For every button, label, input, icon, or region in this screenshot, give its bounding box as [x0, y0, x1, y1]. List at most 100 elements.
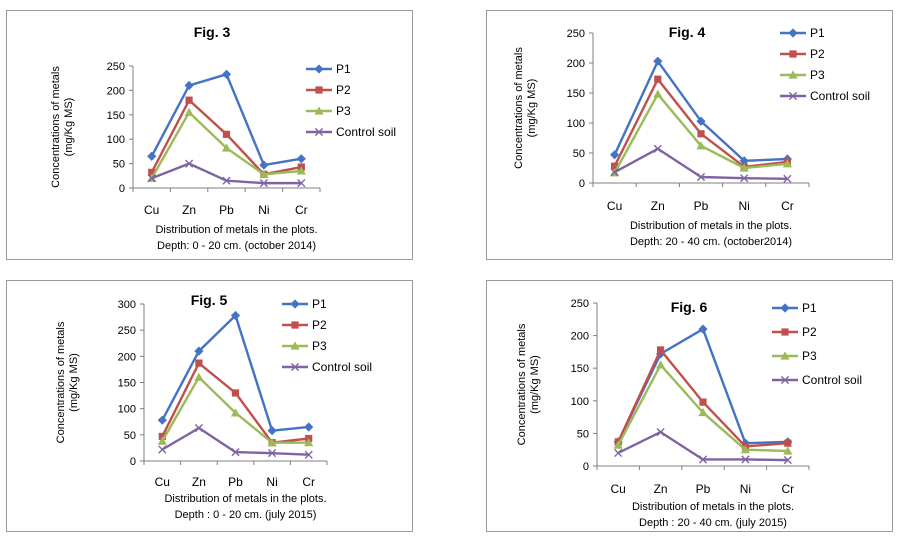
legend-item-p3: P3: [306, 104, 351, 118]
legend-label: P2: [810, 47, 825, 61]
data-point-control-soil-ni: [268, 449, 277, 458]
data-point-control-soil-zn: [194, 423, 203, 433]
data-point-control-soil-ni: [740, 174, 749, 183]
series-control-soil: [614, 428, 792, 465]
legend-marker: [314, 64, 324, 74]
x-tick-label-cu: Cu: [611, 482, 626, 496]
chart-panel-fig3: Fig. 3 0 50 100 150 200 250 Cu Zn Pb Ni Cr Concentra…: [6, 10, 413, 260]
y-tick-label: 0: [130, 456, 136, 468]
data-point-p3-cu: [157, 436, 167, 445]
x-axis-title: Distribution of metals in the plots.: [164, 493, 326, 505]
chart-title: Fig. 5: [191, 292, 228, 308]
data-point-p3-cr: [304, 438, 314, 447]
data-point-control-soil-zn: [185, 159, 194, 168]
data-point-control-soil-cu: [158, 445, 167, 454]
data-point-p2-pb: [699, 398, 707, 406]
data-point-p3-pb: [230, 408, 241, 417]
data-point-p3-zn: [194, 372, 204, 381]
data-point-control-soil-pb: [222, 176, 231, 185]
data-point-p3-zn: [656, 360, 666, 369]
legend-marker: [788, 28, 798, 38]
legend-item-control-soil: Control soil: [306, 125, 396, 139]
data-point-p3-ni: [267, 438, 277, 447]
y-tick-label: 200: [571, 331, 589, 343]
legend-item-p3: P3: [282, 339, 327, 353]
x-tick-label-cr: Cr: [295, 203, 308, 217]
legend-label: Control soil: [312, 360, 372, 374]
data-point-p3-cr: [783, 446, 793, 455]
chart-panel-fig4: Fig. 4 0 50 100 150 200 250 Cu Zn Pb Ni Cr Concentra…: [486, 10, 893, 260]
legend-marker: [788, 70, 798, 79]
y-tick-label: 150: [118, 378, 136, 390]
x-tick-label-zn: Zn: [182, 203, 196, 217]
legend-marker: [788, 91, 798, 101]
y-tick-label: 250: [567, 28, 585, 40]
legend-marker: [291, 321, 299, 329]
data-point-control-soil-pb: [698, 455, 708, 464]
chart-svg: Fig. 6 0 50 100 150 200 250 Cu Zn Pb Ni Cr Concentra…: [516, 298, 862, 529]
legend-item-p1: P1: [772, 301, 817, 315]
data-point-control-soil-cu: [147, 174, 156, 183]
series-p1: [613, 324, 793, 448]
data-point-control-soil-cu: [610, 168, 619, 177]
legend-label: Control soil: [336, 125, 396, 139]
y-tick-label: 50: [113, 159, 125, 171]
series-control-soil: [158, 423, 313, 459]
x-tick-label-cr: Cr: [302, 475, 315, 489]
series-p3: [610, 89, 792, 177]
y-tick-label: 50: [573, 148, 585, 160]
data-point-p2-cr: [784, 439, 792, 447]
x-tick-label-ni: Ni: [739, 199, 750, 213]
data-point-p1-cr: [296, 154, 306, 164]
series-p1: [610, 56, 792, 166]
x-tick-label-pb: Pb: [696, 482, 711, 496]
x-tick-label-cr: Cr: [781, 482, 794, 496]
legend-label: P1: [802, 301, 817, 315]
legend-marker: [780, 351, 790, 360]
series-p1: [147, 69, 306, 170]
data-point-p3-pb: [221, 143, 232, 152]
data-point-p1-ni: [267, 426, 277, 436]
x-tick-label-zn: Zn: [192, 475, 206, 489]
legend-label: P1: [810, 26, 825, 40]
legend-label: P3: [810, 68, 825, 82]
data-point-control-soil-cr: [783, 174, 792, 183]
x-tick-label-ni: Ni: [266, 475, 277, 489]
y-tick-label: 150: [107, 110, 125, 122]
data-point-p2-cu: [158, 432, 166, 441]
y-axis-title: Concentrations of metals(mg/Kg MS): [55, 321, 80, 443]
legend-label: P1: [336, 62, 351, 76]
legend-marker: [315, 86, 323, 94]
legend-marker: [290, 362, 300, 372]
series-p3: [157, 372, 314, 447]
data-point-control-soil-zn: [653, 144, 662, 153]
chart-svg: Fig. 5 0 50 100 150 200 250 300 Cu Zn Pb Ni Cr Concen…: [55, 292, 372, 521]
data-point-p2-zn: [657, 346, 665, 354]
x-axis-subtitle: Depth : 0 - 20 cm. (july 2015): [175, 509, 317, 521]
y-tick-label: 200: [118, 351, 136, 363]
data-point-control-soil-pb: [696, 172, 706, 182]
y-axis-title: Concentrations of metals(mg/Kg MS): [513, 47, 538, 169]
legend-marker: [290, 341, 300, 350]
legend-marker: [781, 328, 789, 336]
data-point-p1-pb: [696, 116, 706, 126]
data-point-p2-zn: [185, 96, 193, 104]
data-point-control-soil-pb: [231, 448, 240, 457]
x-tick-label-pb: Pb: [228, 475, 243, 489]
data-point-control-soil-cr: [783, 456, 792, 465]
x-tick-label-zn: Zn: [654, 482, 668, 496]
legend-label: P1: [312, 297, 327, 311]
legend-item-control-soil: Control soil: [282, 360, 372, 374]
x-axis-title: Distribution of metals in the plots.: [632, 501, 794, 513]
x-tick-label-zn: Zn: [651, 199, 665, 213]
data-point-p3-ni: [739, 163, 749, 172]
x-tick-label-pb: Pb: [219, 203, 234, 217]
data-point-p1-cu: [147, 151, 157, 161]
legend-item-p1: P1: [282, 297, 327, 311]
legend-item-p3: P3: [780, 68, 825, 82]
data-point-p3-zn: [184, 107, 194, 116]
y-tick-label: 200: [567, 58, 585, 70]
data-point-p1-cu: [157, 415, 167, 425]
legend-marker: [314, 106, 324, 115]
y-tick-label: 100: [118, 404, 136, 416]
